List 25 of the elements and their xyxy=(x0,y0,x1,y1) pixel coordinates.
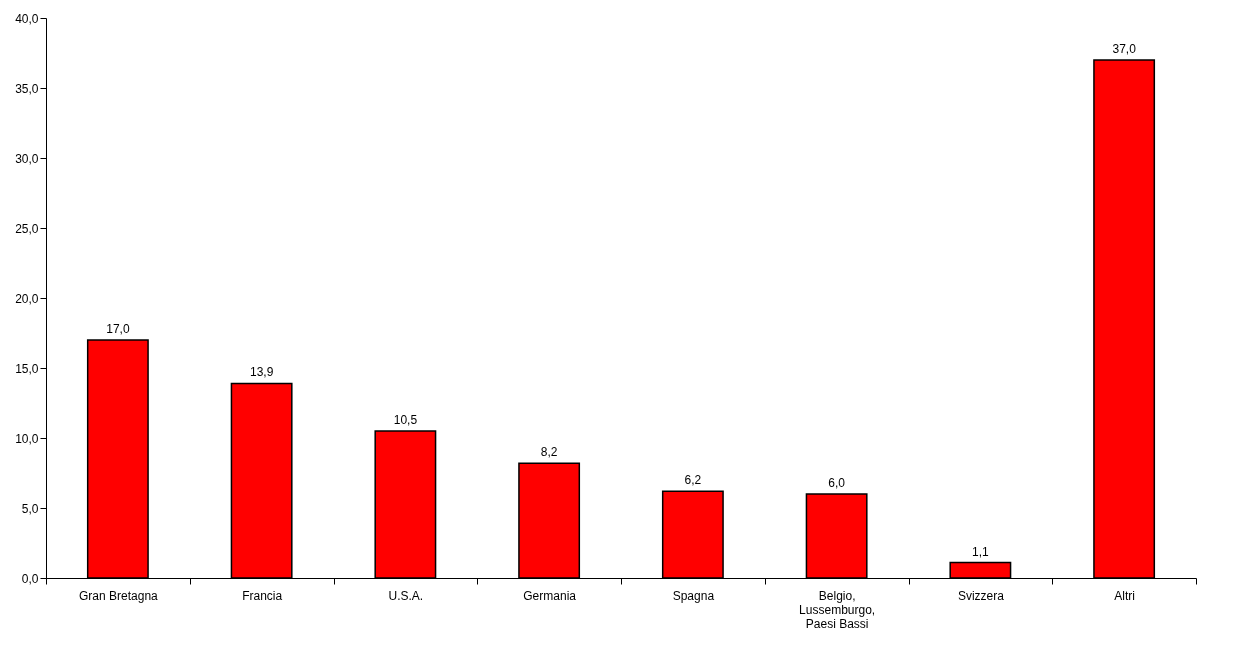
y-tick-label: 40,0 xyxy=(15,11,39,26)
y-tick-label: 0,0 xyxy=(21,571,39,586)
x-tick-label: Gran Bretagna xyxy=(79,588,159,603)
x-tick-label: Germania xyxy=(523,588,577,603)
y-tick-label: 10,0 xyxy=(15,431,39,446)
data-label: 1,1 xyxy=(972,544,990,559)
x-tick-label: U.S.A. xyxy=(388,588,424,603)
data-label: 10,5 xyxy=(393,413,418,427)
data-label: 13,9 xyxy=(249,365,274,380)
x-tick-label: Altri xyxy=(1114,588,1135,603)
x-tick-label: Svizzera xyxy=(957,588,1005,603)
data-label: 17,0 xyxy=(106,322,130,336)
y-tick-label: 20,0 xyxy=(15,291,39,306)
y-tick-label: 15,0 xyxy=(15,361,39,376)
x-tick-label: Spagna xyxy=(672,588,715,603)
y-tick-label: 30,0 xyxy=(15,151,39,166)
data-label: 8,2 xyxy=(540,445,558,460)
data-label: 37,0 xyxy=(1112,42,1137,56)
data-label: 6,0 xyxy=(828,476,846,490)
y-tick-label: 5,0 xyxy=(21,501,39,516)
y-tick-label: 35,0 xyxy=(15,81,39,96)
y-tick-label: 25,0 xyxy=(15,221,39,236)
x-tick-label: Francia xyxy=(242,588,283,603)
x-tick-label: Belgio, Lussemburgo, Paesi Bassi xyxy=(799,588,876,631)
data-label: 6,2 xyxy=(684,473,702,488)
